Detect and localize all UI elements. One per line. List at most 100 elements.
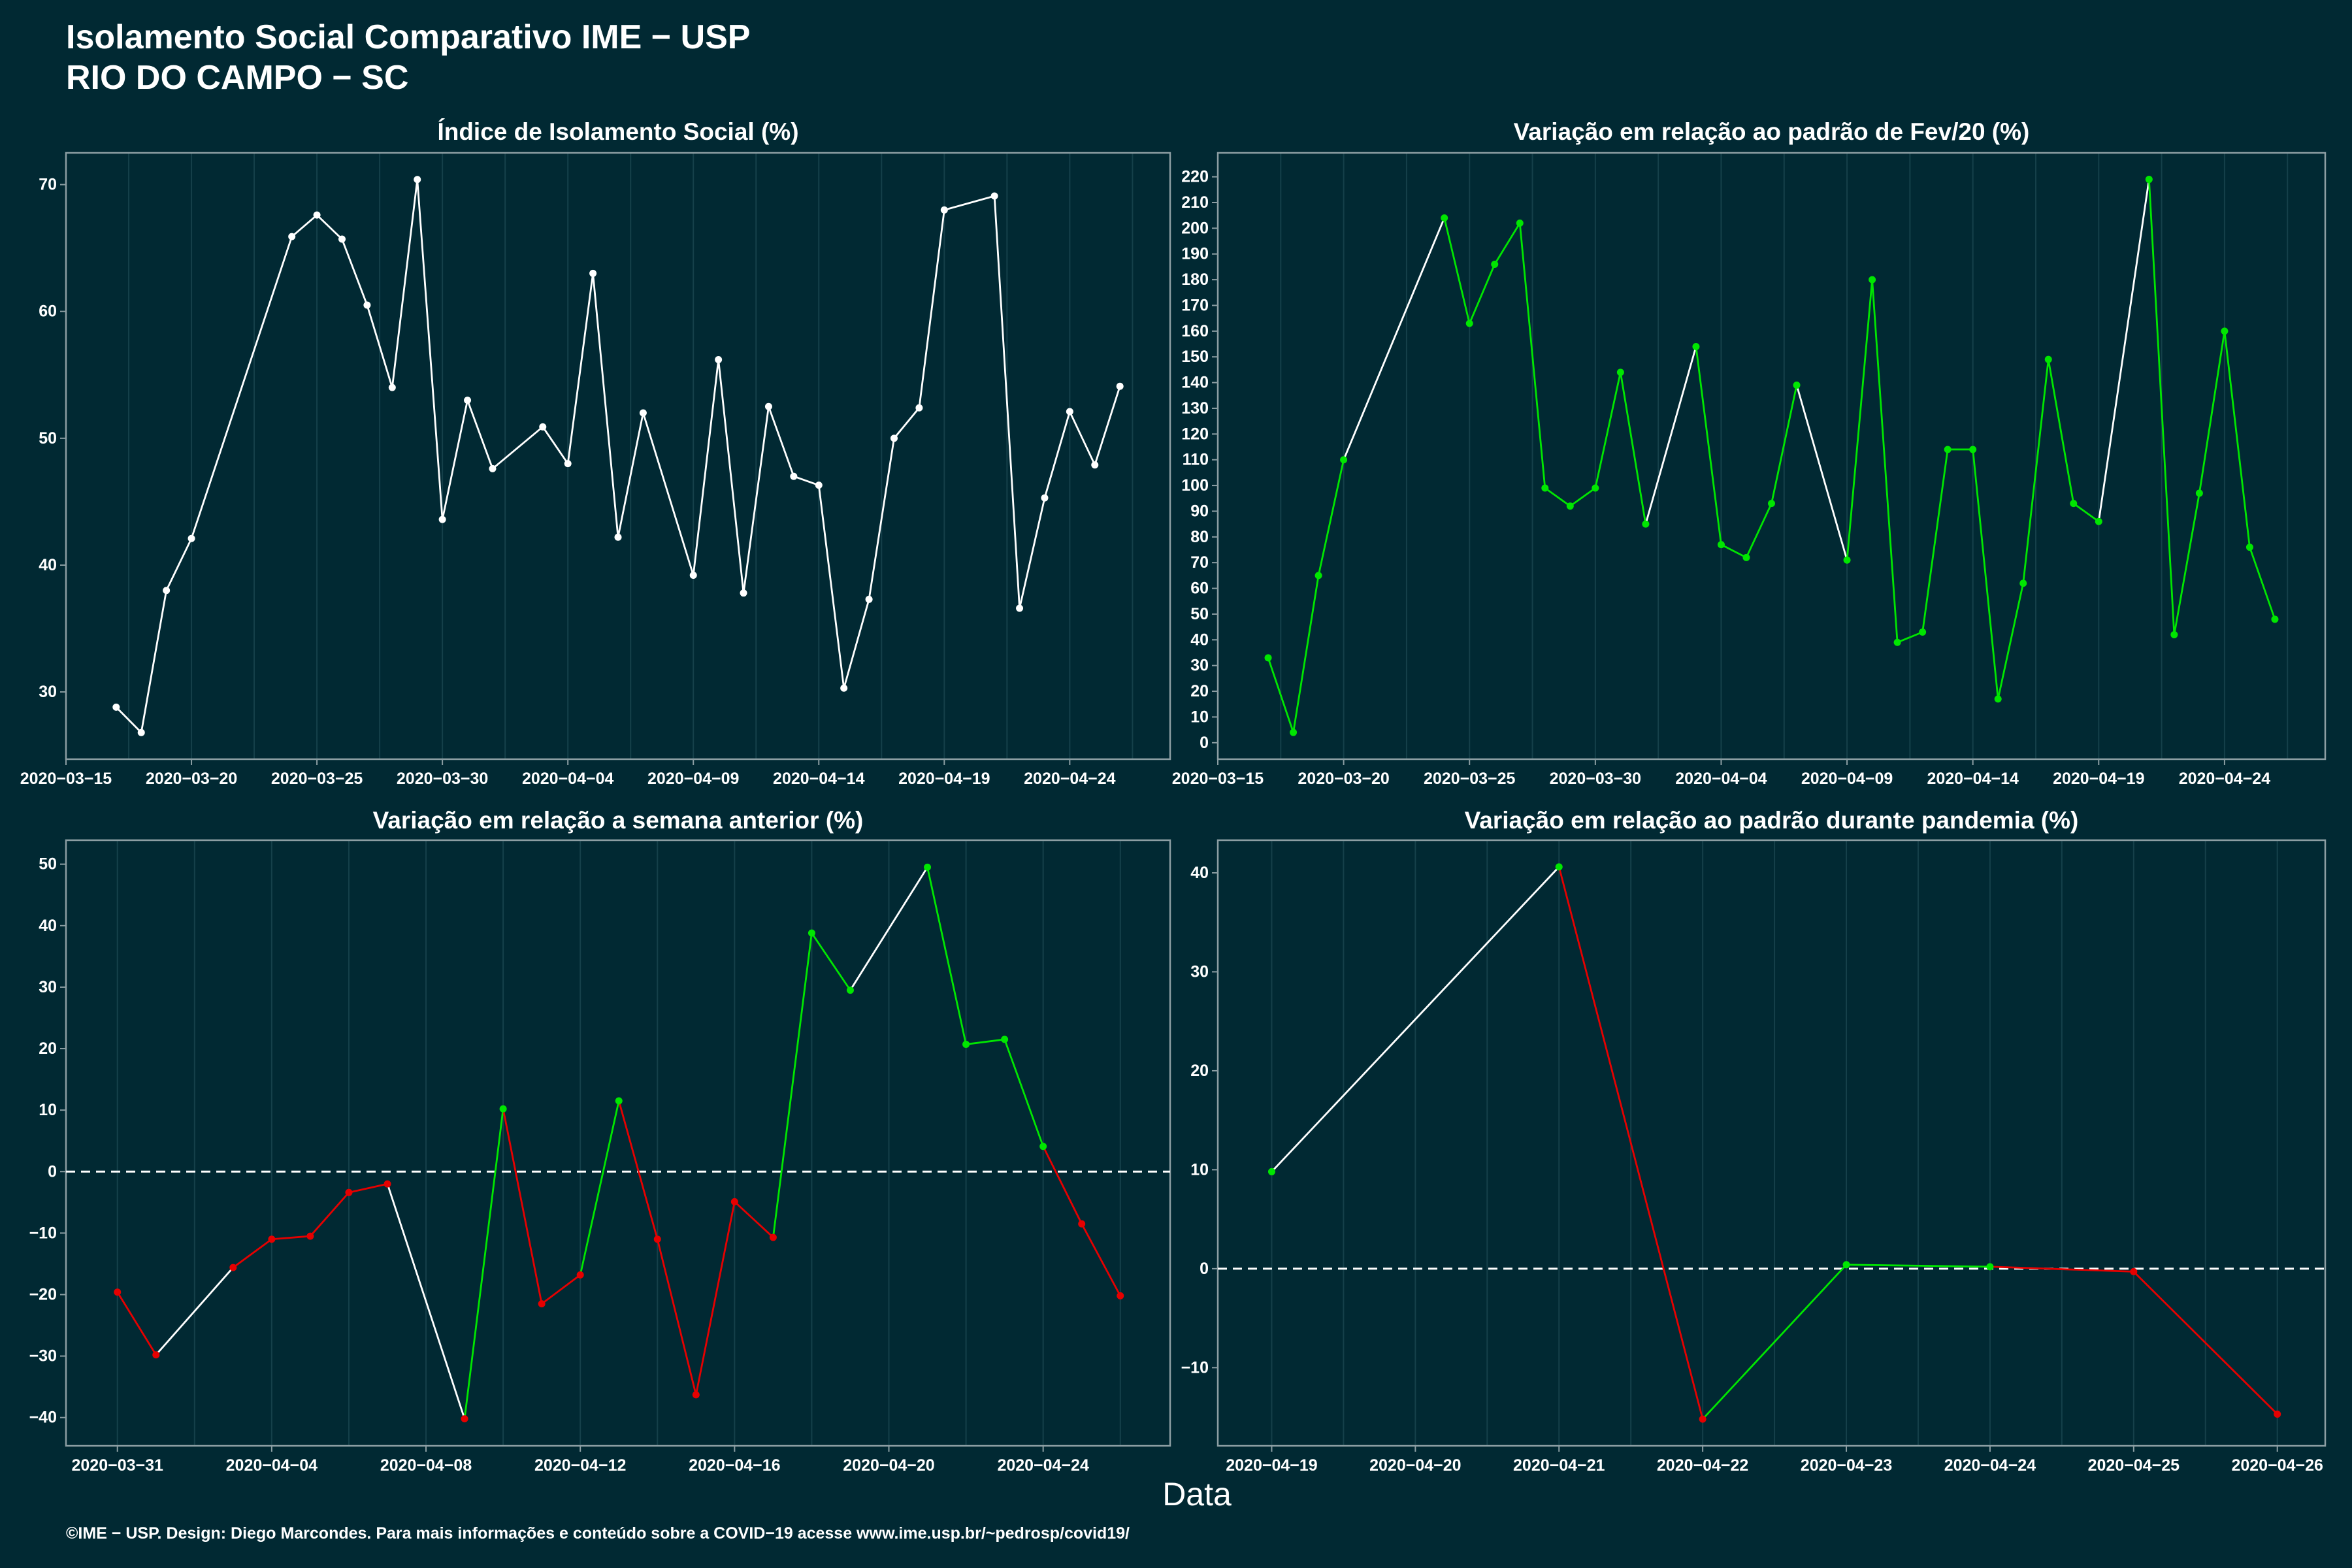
series-segment	[1043, 410, 1071, 499]
data-point	[1843, 556, 1851, 564]
y-tick-label: 80	[1190, 528, 1209, 546]
data-point	[614, 533, 622, 541]
series-segment	[1081, 1222, 1122, 1297]
data-point	[2271, 615, 2279, 623]
y-tick-label: 70	[39, 176, 57, 194]
series-segment	[2249, 546, 2276, 621]
y-tick-label: −40	[29, 1409, 57, 1427]
data-point	[1642, 520, 1650, 528]
data-point	[1768, 500, 1775, 508]
series-segment	[2097, 178, 2150, 523]
data-point	[1692, 342, 1700, 350]
series-segment	[1720, 544, 1748, 559]
series-segment	[491, 425, 544, 470]
x-tick-label: 2020−03−15	[20, 770, 112, 788]
series-segment	[768, 405, 795, 478]
series-segment	[2198, 330, 2226, 495]
data-point	[1616, 368, 1624, 376]
data-point	[1742, 553, 1750, 561]
series-segment	[1468, 263, 1496, 325]
data-point	[464, 397, 472, 404]
y-tick-label: 50	[39, 855, 57, 874]
series-segment	[849, 866, 928, 992]
series-segment	[1068, 410, 1096, 466]
data-point	[2221, 327, 2229, 335]
series-segment	[1594, 371, 1622, 489]
data-point	[2070, 500, 2078, 508]
y-tick-label: 40	[39, 556, 57, 574]
data-point	[615, 1097, 623, 1105]
y-tick-label: 60	[39, 302, 57, 321]
data-point	[1793, 382, 1801, 389]
data-point	[2274, 1411, 2281, 1418]
x-tick-label: 2020−04−04	[522, 770, 614, 788]
series-segment	[692, 359, 720, 576]
y-tick-label: 160	[1181, 322, 1209, 340]
data-point	[1041, 494, 1049, 502]
y-tick-label: 220	[1181, 168, 1209, 186]
data-point	[137, 728, 145, 736]
y-tick-label: −10	[1181, 1358, 1209, 1377]
series-segment	[463, 1107, 504, 1420]
data-point	[653, 1235, 661, 1243]
panel-title-variation-previous-week: Variação em relação a semana anterior (%…	[372, 807, 864, 834]
series-segment	[868, 437, 895, 600]
data-point	[915, 404, 923, 412]
series-segment	[441, 399, 468, 521]
series-segment	[1094, 385, 1121, 466]
series-segment	[926, 866, 967, 1045]
data-point	[1699, 1415, 1707, 1423]
x-tick-label: 2020−04−25	[2088, 1456, 2180, 1475]
x-tick-label: 2020−04−09	[1801, 770, 1893, 788]
series-segment	[579, 1100, 620, 1276]
series-segment	[1997, 582, 2025, 700]
data-point	[2095, 517, 2102, 525]
data-point	[1267, 1168, 1275, 1175]
series-segment	[232, 1238, 273, 1269]
data-point	[1869, 276, 1876, 284]
series-segment	[733, 1200, 774, 1239]
x-tick-label: 2020−03−25	[1424, 770, 1516, 788]
data-point	[1016, 604, 1024, 612]
series-segment	[617, 412, 644, 538]
series-segment	[115, 706, 142, 734]
data-point	[499, 1105, 507, 1113]
data-point	[288, 233, 296, 240]
data-point	[1039, 1143, 1047, 1151]
series-segment	[1745, 502, 1772, 559]
data-point	[1516, 219, 1524, 227]
y-tick-label: −20	[29, 1285, 57, 1303]
x-tick-label: 2020−03−15	[1172, 770, 1264, 788]
panel-frame	[65, 839, 1171, 1447]
data-point	[388, 384, 396, 391]
data-point	[268, 1235, 276, 1243]
series-segment	[416, 178, 444, 521]
x-axis-label: Data	[1162, 1476, 1232, 1512]
series-segment	[656, 1238, 697, 1396]
series-segment	[316, 214, 343, 240]
y-tick-label: 30	[39, 978, 57, 996]
data-point	[2044, 355, 2052, 363]
series-segment	[542, 425, 569, 465]
series-segment	[2173, 492, 2200, 636]
data-point	[692, 1391, 700, 1399]
data-point	[2019, 580, 2027, 587]
data-point	[589, 269, 597, 277]
data-point	[163, 587, 171, 595]
y-tick-label: 40	[1190, 630, 1209, 649]
y-tick-label: 150	[1181, 348, 1209, 366]
data-point	[2130, 1267, 2138, 1275]
data-point	[924, 863, 932, 871]
data-point	[1315, 572, 1322, 580]
y-tick-label: 40	[1190, 864, 1209, 882]
series-segment	[1695, 346, 1722, 546]
x-tick-label: 2020−03−20	[1298, 770, 1389, 788]
series-segment	[165, 537, 193, 592]
series-segment	[694, 1200, 736, 1396]
series-segment	[2132, 1271, 2279, 1415]
data-point	[1994, 695, 2002, 703]
data-point	[1541, 484, 1549, 492]
panel-title-isolation-index: Índice de Isolamento Social (%)	[437, 118, 799, 145]
x-tick-label: 2020−04−04	[1675, 770, 1767, 788]
